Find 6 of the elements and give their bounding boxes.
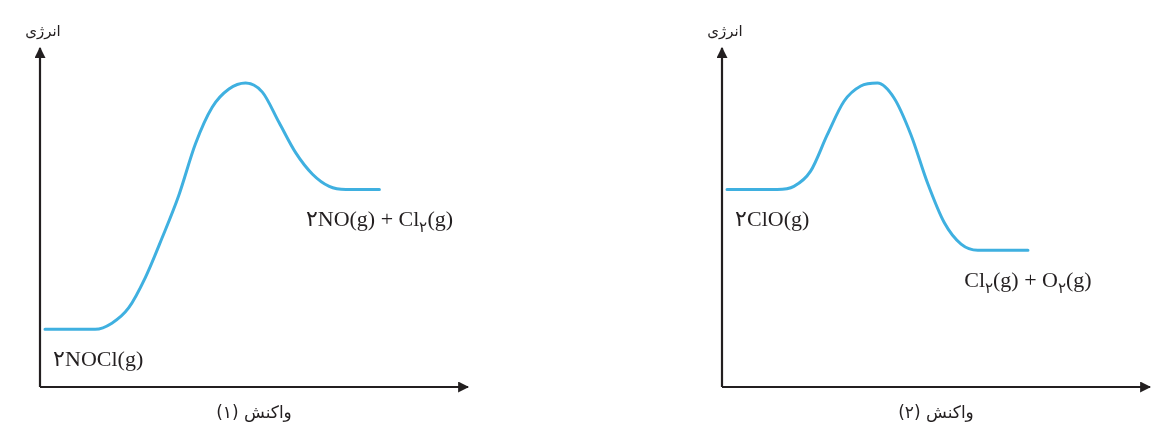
y-axis-title: انرژی [707, 22, 743, 40]
annotation: ۲ClO(g) [735, 205, 810, 231]
y-axis-title: انرژی [25, 22, 61, 40]
annotation: ۲NOCl(g) [53, 345, 144, 371]
x-axis-title: واکنش (۱) [216, 402, 292, 422]
x-axis-title: واکنش (۲) [898, 402, 974, 422]
